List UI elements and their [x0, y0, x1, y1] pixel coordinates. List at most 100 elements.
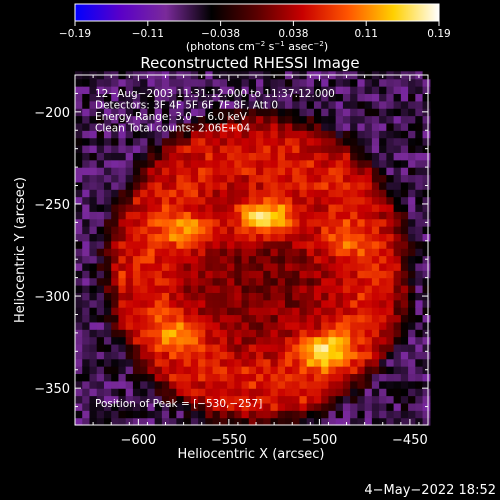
heatmap-cell [241, 366, 250, 375]
heatmap-cell [350, 100, 358, 109]
heatmap-cell [248, 122, 257, 131]
heatmap-cell [125, 321, 134, 330]
heatmap-cell [256, 218, 264, 227]
heatmap-cell [96, 248, 105, 257]
heatmap-cell [415, 174, 424, 183]
heatmap-cell [154, 270, 163, 279]
heatmap-cell [256, 314, 264, 323]
heatmap-cell [371, 292, 380, 301]
heatmap-cell [227, 321, 235, 330]
heatmap-cell [364, 189, 373, 198]
heatmap-cell [241, 233, 250, 242]
heatmap-cell [422, 196, 431, 205]
heatmap-cell [198, 181, 206, 190]
heatmap-cell [212, 167, 221, 176]
heatmap-cell [408, 351, 416, 360]
heatmap-cell [328, 86, 337, 95]
heatmap-cell [306, 380, 315, 389]
heatmap-cell [241, 174, 250, 183]
heatmap-cell [408, 100, 416, 109]
heatmap-cell [183, 248, 192, 257]
heatmap-cell [132, 410, 141, 419]
heatmap-cell [408, 211, 416, 220]
heatmap-cell [227, 262, 235, 271]
heatmap-cell [263, 226, 272, 235]
heatmap-cell [132, 388, 141, 397]
heatmap-cell [183, 292, 192, 301]
heatmap-cell [103, 181, 112, 190]
heatmap-cell [198, 380, 206, 389]
heatmap-cell [415, 167, 424, 176]
heatmap-cell [140, 240, 149, 249]
heatmap-cell [96, 108, 105, 117]
heatmap-cell [169, 321, 177, 330]
heatmap-cell [212, 307, 221, 316]
heatmap-cell [277, 226, 286, 235]
heatmap-cell [103, 108, 112, 117]
heatmap-cell [125, 167, 134, 176]
heatmap-cell [256, 417, 264, 426]
heatmap-cell [111, 100, 120, 109]
heatmap-cell [415, 255, 424, 264]
heatmap-cell [111, 388, 120, 397]
heatmap-cell [335, 137, 344, 146]
heatmap-cell [379, 336, 387, 345]
heatmap-cell [89, 203, 98, 212]
heatmap-cell [415, 240, 424, 249]
heatmap-cell [277, 307, 286, 316]
heatmap-cell [154, 240, 163, 249]
heatmap-cell [306, 366, 315, 375]
heatmap-cell [205, 417, 214, 426]
heatmap-cell [198, 395, 206, 404]
heatmap-cell [284, 270, 293, 279]
heatmap-cell [169, 122, 177, 131]
heatmap-cell [270, 78, 279, 87]
heatmap-cell [328, 329, 337, 338]
heatmap-cell [111, 226, 120, 235]
heatmap-cell [103, 417, 112, 426]
heatmap-cell [190, 78, 199, 87]
heatmap-cell [328, 233, 337, 242]
heatmap-cell [205, 86, 214, 95]
heatmap-cell [89, 248, 98, 257]
heatmap-cell [284, 115, 293, 124]
heatmap-cell [321, 78, 330, 87]
heatmap-cell [96, 380, 105, 389]
heatmap-cell [415, 115, 424, 124]
heatmap-cell [393, 203, 402, 212]
heatmap-cell [350, 218, 358, 227]
heatmap-cell [219, 255, 228, 264]
heatmap-cell [277, 211, 286, 220]
heatmap-cell [263, 285, 272, 293]
heatmap-cell [190, 181, 199, 190]
heatmap-cell [125, 358, 134, 367]
heatmap-cell [292, 78, 301, 87]
heatmap-cell [82, 152, 91, 161]
heatmap-cell [227, 358, 235, 367]
heatmap-cell [82, 417, 91, 426]
heatmap-cell [299, 248, 308, 257]
heatmap-cell [227, 388, 235, 397]
heatmap-cell [415, 262, 424, 271]
heatmap-cell [342, 299, 351, 308]
heatmap-cell [306, 285, 315, 293]
heatmap-cell [183, 130, 192, 139]
heatmap-cell [299, 174, 308, 183]
heatmap-cell [147, 115, 156, 124]
heatmap-cell [190, 410, 199, 419]
heatmap-cell [234, 417, 243, 426]
heatmap-cell [154, 277, 163, 286]
heatmap-cell [147, 248, 156, 257]
heatmap-cell [234, 314, 243, 323]
heatmap-cell [342, 373, 351, 382]
heatmap-cell [125, 100, 134, 109]
heatmap-cell [212, 329, 221, 338]
heatmap-cell [335, 351, 344, 360]
heatmap-cell [256, 93, 264, 102]
heatmap-cell [96, 130, 105, 139]
heatmap-cell [96, 255, 105, 264]
heatmap-cell [169, 130, 177, 139]
heatmap-cell [328, 307, 337, 316]
heatmap-cell [393, 248, 402, 257]
heatmap-cell [132, 122, 141, 131]
